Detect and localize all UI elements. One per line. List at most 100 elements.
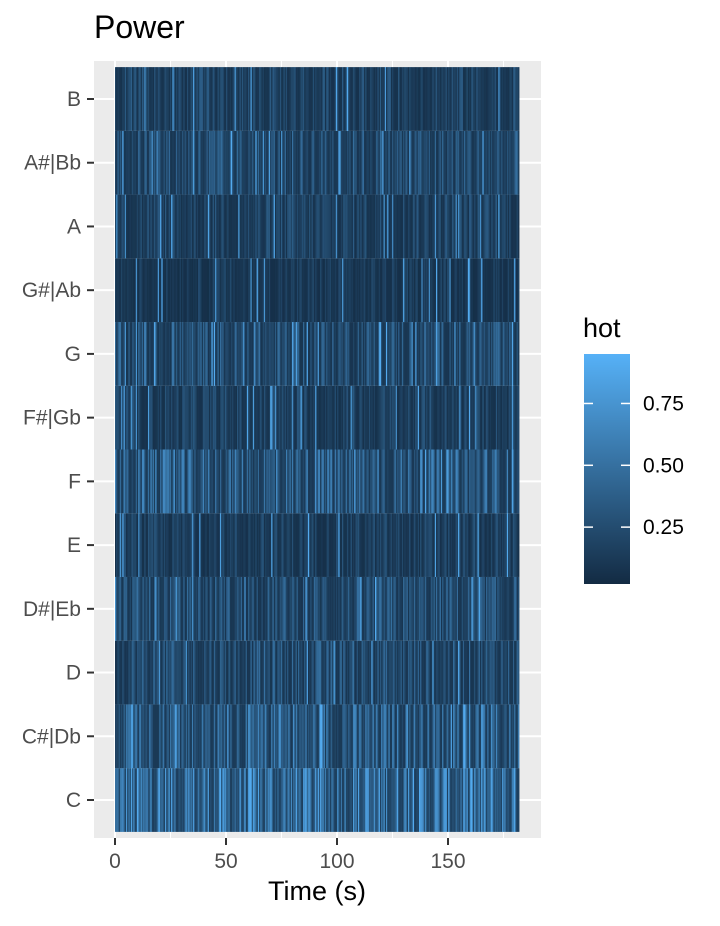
heatmap-cell <box>338 640 340 705</box>
heatmap-cell <box>200 67 203 131</box>
heatmap-cell <box>304 67 306 131</box>
heatmap-cell <box>487 640 489 705</box>
heatmap-cell <box>183 385 185 450</box>
heatmap-cell <box>285 322 288 386</box>
heatmap-cell <box>342 704 344 769</box>
heatmap-cell <box>156 768 159 832</box>
heatmap-cell <box>115 194 117 259</box>
heatmap-cell <box>515 130 517 195</box>
heatmap-cell <box>288 768 290 832</box>
heatmap-cell <box>329 704 332 769</box>
heatmap-cell <box>466 322 469 386</box>
heatmap-cell <box>194 194 196 259</box>
heatmap-cell <box>351 130 354 195</box>
heatmap-cell <box>228 130 231 195</box>
heatmap-cell <box>278 576 281 641</box>
heatmap-cell <box>204 768 206 832</box>
heatmap-cell <box>174 258 177 323</box>
heatmap-cell <box>241 704 244 769</box>
heatmap-cell <box>324 449 327 514</box>
heatmap-cell <box>154 194 156 259</box>
heatmap-cell <box>251 322 254 386</box>
heatmap-cell <box>294 704 297 769</box>
heatmap-cell <box>494 768 497 832</box>
heatmap-cell <box>173 258 176 323</box>
heatmap-cell <box>235 130 238 195</box>
heatmap-cell <box>320 322 322 386</box>
heatmap-cell <box>244 385 247 450</box>
heatmap-cell <box>238 513 240 577</box>
heatmap-cell <box>322 449 325 514</box>
heatmap-cell <box>279 576 282 641</box>
heatmap-cell <box>117 704 120 769</box>
heatmap-cell <box>168 640 171 705</box>
heatmap-cell <box>162 576 165 641</box>
heatmap-cell <box>193 449 195 514</box>
heatmap-cell <box>477 449 480 514</box>
heatmap-cell <box>160 385 162 450</box>
heatmap-cell <box>434 513 437 577</box>
heatmap-cell <box>317 513 320 577</box>
heatmap-cell <box>461 449 464 514</box>
heatmap-cell <box>174 513 177 577</box>
heatmap-cell <box>365 768 367 832</box>
heatmap-cell <box>379 576 382 641</box>
heatmap-cell <box>129 576 132 641</box>
heatmap-cell <box>206 67 209 131</box>
heatmap-cell <box>495 322 498 386</box>
heatmap-cell <box>370 67 372 131</box>
heatmap-cell <box>438 449 441 514</box>
heatmap-cell <box>160 449 162 514</box>
heatmap-cell <box>200 258 203 323</box>
heatmap-cell <box>410 513 413 577</box>
heatmap-cell <box>273 704 276 769</box>
heatmap-cell <box>400 194 403 259</box>
heatmap-cell <box>251 130 254 195</box>
heatmap-cell <box>156 67 159 131</box>
heatmap-cell <box>254 258 256 323</box>
heatmap-cell <box>475 640 477 705</box>
heatmap-cell <box>376 704 378 769</box>
heatmap-cell <box>415 640 417 705</box>
heatmap-cell <box>263 513 266 577</box>
heatmap-cell <box>256 449 259 514</box>
heatmap-cell <box>367 194 370 259</box>
heatmap-cell <box>134 704 137 769</box>
heatmap-cell <box>444 640 447 705</box>
heatmap-cell <box>339 576 342 641</box>
heatmap-cell <box>467 322 470 386</box>
heatmap-cell <box>416 576 419 641</box>
heatmap-cell <box>438 130 441 195</box>
heatmap-cell <box>387 768 389 832</box>
heatmap-cell <box>345 576 348 641</box>
heatmap-cell <box>357 704 360 769</box>
heatmap-cell <box>451 768 454 832</box>
heatmap-cell <box>180 576 183 641</box>
heatmap-cell <box>185 385 188 450</box>
heatmap-cell <box>390 258 393 323</box>
heatmap-cell <box>367 67 370 131</box>
heatmap-cell <box>217 322 220 386</box>
heatmap-cell <box>378 576 381 641</box>
heatmap-cell <box>147 385 150 450</box>
heatmap-cell <box>290 768 293 832</box>
heatmap-cell <box>190 449 193 514</box>
heatmap-cell <box>135 130 138 195</box>
heatmap-cell <box>248 322 250 386</box>
heatmap-cell <box>492 704 494 769</box>
heatmap-cell <box>211 449 214 514</box>
heatmap-cell <box>147 130 150 195</box>
heatmap-cell <box>293 704 295 769</box>
heatmap-cell <box>233 768 236 832</box>
heatmap-cell <box>411 449 414 514</box>
heatmap-cell <box>190 704 193 769</box>
heatmap-cell <box>512 449 515 514</box>
heatmap-cell <box>372 576 375 641</box>
heatmap-cell <box>365 576 367 641</box>
heatmap-cell <box>154 67 156 131</box>
heatmap-cell <box>443 385 445 450</box>
heatmap-cell <box>373 130 376 195</box>
heatmap-cell <box>344 768 347 832</box>
heatmap-cell <box>191 513 194 577</box>
heatmap-cell <box>223 322 226 386</box>
